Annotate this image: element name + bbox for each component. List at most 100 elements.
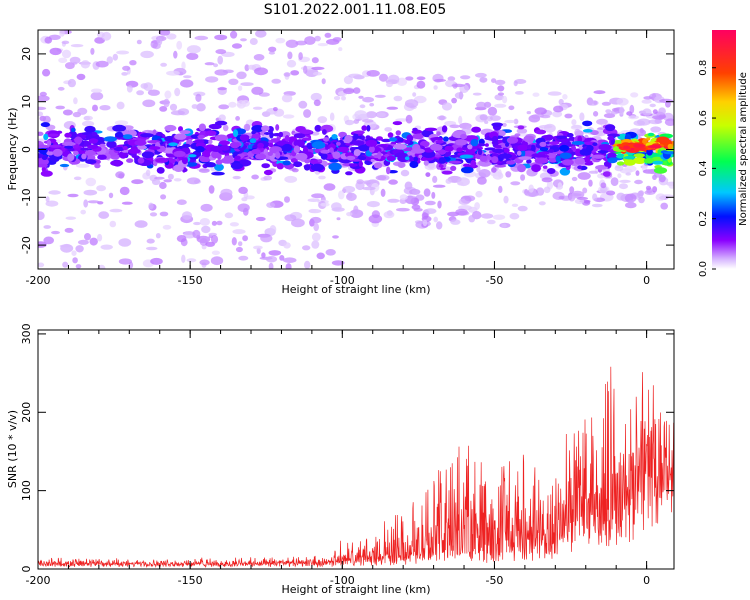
heatmap-cell xyxy=(342,185,356,193)
heatmap-cell xyxy=(235,116,241,121)
heatmap-cell xyxy=(361,125,368,131)
heatmap-cell xyxy=(215,159,223,165)
heatmap-cell xyxy=(87,144,99,149)
snr-axes: -200 -150 -100 -50 0 0 100 200 300 xyxy=(20,323,674,587)
heatmap-cell xyxy=(373,162,383,169)
heatmap-cell xyxy=(611,107,619,112)
heatmap-cell xyxy=(538,201,546,206)
heatmap-cell xyxy=(229,141,240,149)
heatmap-cell xyxy=(348,163,358,167)
heatmap-cell xyxy=(142,99,156,108)
heatmap-cell xyxy=(336,217,341,221)
heatmap-cell xyxy=(404,99,419,108)
heatmap-cell xyxy=(106,140,117,148)
heatmap-cell xyxy=(208,185,215,194)
heatmap-cell xyxy=(136,90,145,96)
heatmap-cell xyxy=(134,220,148,228)
heatmap-cell xyxy=(269,131,274,139)
heatmap-cell xyxy=(625,172,631,176)
heatmap-cell xyxy=(45,196,50,203)
heatmap-cell xyxy=(251,174,259,180)
heatmap-cell xyxy=(517,144,528,151)
heatmap-cell xyxy=(501,223,507,228)
heatmap-cell xyxy=(642,108,652,116)
heatmap-cell xyxy=(616,192,626,201)
heatmap-cell xyxy=(73,176,82,181)
heatmap-cell xyxy=(633,146,647,151)
heatmap-cell xyxy=(48,34,61,40)
heatmap-cell xyxy=(318,175,326,180)
heatmap-cell xyxy=(527,144,532,150)
heatmap-cell xyxy=(405,76,414,81)
heatmap-cell xyxy=(75,264,82,269)
heatmap-cell xyxy=(179,130,191,135)
heatmap-cell xyxy=(329,112,335,121)
heatmap-cell xyxy=(331,260,345,266)
heatmap-cell xyxy=(366,70,380,77)
x-tick-label: 0 xyxy=(643,574,650,587)
heatmap-cell xyxy=(213,63,219,68)
heatmap-cell xyxy=(116,50,130,55)
heatmap-cell xyxy=(455,208,468,216)
heatmap-cell xyxy=(405,114,413,124)
heatmap-cell xyxy=(103,136,118,142)
heatmap-cell xyxy=(73,150,79,156)
heatmap-cell xyxy=(413,208,423,212)
heatmap-cell xyxy=(211,250,220,256)
y-tick-label: 0 xyxy=(20,566,33,573)
heatmap-cell xyxy=(137,157,145,164)
heatmap-cell xyxy=(205,76,219,83)
heatmap-cell xyxy=(99,105,111,111)
heatmap-cell xyxy=(298,100,308,109)
heatmap-cell xyxy=(108,192,114,199)
heatmap-cell xyxy=(156,37,163,46)
heatmap-cell xyxy=(228,78,239,86)
heatmap-cell xyxy=(168,142,179,147)
heatmap-cell xyxy=(582,129,593,133)
snr-ylabel: SNR (10 * v/v) xyxy=(6,410,19,488)
heatmap-cell xyxy=(541,177,553,183)
heatmap-cell xyxy=(200,203,213,212)
heatmap-cell xyxy=(311,193,325,199)
heatmap-cell xyxy=(145,246,158,251)
heatmap-cell xyxy=(41,166,46,172)
heatmap-cell xyxy=(301,137,312,141)
heatmap-cell xyxy=(623,159,636,166)
heatmap-cell xyxy=(378,73,389,82)
heatmap-cell xyxy=(129,60,137,66)
heatmap-cell xyxy=(160,194,167,200)
heatmap-cell xyxy=(628,115,639,120)
heatmap-cell xyxy=(40,170,53,177)
heatmap-cell xyxy=(150,40,158,49)
heatmap-cell xyxy=(633,144,646,148)
heatmap-cell xyxy=(239,134,250,141)
snr-frame xyxy=(37,329,675,570)
heatmap-cell xyxy=(528,136,534,144)
heatmap-cell xyxy=(140,83,149,89)
heatmap-cell xyxy=(166,70,180,76)
heatmap-cell xyxy=(592,193,598,201)
heatmap-cell xyxy=(283,242,291,249)
heatmap-cell xyxy=(584,200,590,204)
heatmap-cell xyxy=(156,167,165,174)
heatmap-cell xyxy=(491,156,499,164)
heatmap-cell xyxy=(119,186,130,196)
y-tick-label: 200 xyxy=(20,402,33,423)
heatmap-cell xyxy=(365,139,378,147)
heatmap-cell xyxy=(605,109,612,114)
heatmap-cell xyxy=(370,158,375,163)
heatmap-cell xyxy=(593,90,606,95)
heatmap-cell xyxy=(80,60,91,69)
heatmap-cell xyxy=(90,91,104,101)
heatmap-cell xyxy=(147,89,160,96)
heatmap-cell xyxy=(45,200,59,207)
heatmap-cell xyxy=(461,166,474,174)
heatmap-cell xyxy=(232,129,239,138)
heatmap-cell xyxy=(295,40,308,46)
heatmap-cell xyxy=(204,62,215,66)
heatmap-cell xyxy=(458,115,463,125)
heatmap-cell xyxy=(362,119,374,123)
spectrogram-ylabel: Frequency (Hz) xyxy=(6,108,19,191)
heatmap-cell xyxy=(345,155,356,161)
heatmap-cell xyxy=(515,91,524,95)
